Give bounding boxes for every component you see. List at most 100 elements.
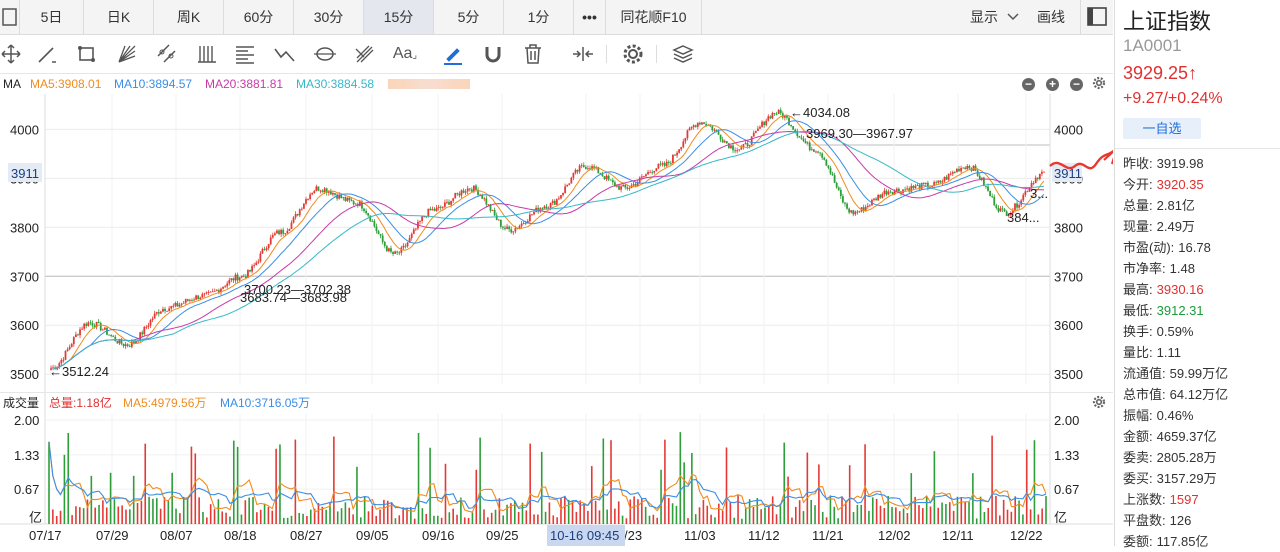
volume-bar bbox=[290, 515, 293, 524]
candle-body bbox=[914, 185, 917, 189]
candle-body bbox=[522, 223, 525, 224]
pen-icon[interactable] bbox=[440, 41, 466, 67]
candle-body bbox=[429, 208, 432, 211]
stat-row: 总量: 2.81亿 bbox=[1123, 195, 1280, 216]
fibonacci-icon[interactable] bbox=[232, 41, 258, 67]
more-tabs-button[interactable]: ••• bbox=[574, 0, 606, 34]
candle-body bbox=[866, 205, 869, 207]
volume-bar bbox=[379, 509, 381, 524]
freehand-drawing[interactable] bbox=[1049, 148, 1113, 170]
settings-icon[interactable] bbox=[620, 41, 646, 67]
candle-body bbox=[817, 151, 819, 153]
candle-body bbox=[844, 202, 846, 204]
sidebar-toggle[interactable] bbox=[0, 0, 20, 34]
volume-bar bbox=[360, 517, 362, 524]
volume-bar bbox=[406, 507, 408, 524]
candle-body bbox=[771, 113, 774, 119]
candle-body bbox=[875, 198, 877, 201]
volume-bar bbox=[960, 497, 963, 524]
volume-bar bbox=[390, 502, 393, 524]
ma-label: MA bbox=[3, 77, 21, 91]
move-icon[interactable] bbox=[0, 41, 24, 67]
candle-body bbox=[686, 130, 689, 138]
price-tick: 3700 bbox=[10, 269, 39, 284]
compress-icon[interactable] bbox=[570, 41, 596, 67]
parallel-icon[interactable] bbox=[194, 41, 220, 67]
tab-f10[interactable]: 同花顺F10 bbox=[606, 0, 702, 34]
candle-body bbox=[454, 193, 457, 199]
stat-label: 金额: bbox=[1123, 429, 1153, 444]
volume-axis-labels: 2.00 2.00 1.33 1.33 0.67 0.67 亿 亿 bbox=[14, 413, 1079, 525]
magnet-icon[interactable] bbox=[480, 41, 506, 67]
collapse-minus-icon[interactable]: − bbox=[1022, 78, 1035, 91]
tab-1min[interactable]: 1分 bbox=[504, 0, 574, 34]
panel-toggle-icon bbox=[1087, 7, 1107, 26]
candle-body bbox=[371, 221, 374, 222]
draw-line-button[interactable]: 画线 bbox=[1037, 9, 1065, 25]
candle-body bbox=[788, 117, 790, 125]
candle-body bbox=[991, 196, 994, 197]
volume-bar bbox=[933, 451, 936, 524]
zoom-in-icon[interactable]: + bbox=[1046, 78, 1059, 91]
channel-icon[interactable] bbox=[154, 41, 180, 67]
candle-body bbox=[837, 187, 840, 190]
tab-60min[interactable]: 60分 bbox=[224, 0, 294, 34]
volume-bar bbox=[698, 507, 701, 524]
candle-body bbox=[354, 203, 357, 205]
local-annotation-2: 384... bbox=[1007, 210, 1040, 225]
candle-body bbox=[927, 182, 929, 188]
gap-annotation-2: 3700.23—3702.38 bbox=[244, 282, 351, 297]
candle-body bbox=[518, 226, 521, 229]
candle-body bbox=[858, 211, 861, 213]
volume-tick: 1.33 bbox=[14, 448, 39, 463]
volume-bar bbox=[344, 502, 347, 524]
tab-daily-k[interactable]: 日K bbox=[84, 0, 154, 34]
volume-bar bbox=[94, 507, 96, 524]
pitchfork-icon[interactable] bbox=[352, 41, 378, 67]
layers-icon[interactable] bbox=[670, 41, 696, 67]
candle-body bbox=[823, 157, 826, 160]
display-menu[interactable]: 显示 bbox=[970, 0, 1020, 34]
chart-settings-icon[interactable] bbox=[1092, 76, 1106, 90]
price-tick: 3600 bbox=[10, 318, 39, 333]
panel-toggle-button[interactable] bbox=[1080, 0, 1114, 34]
kline-chart[interactable]: 4000400039003900380038003700370036003600… bbox=[0, 94, 1113, 546]
tab-weekly-k[interactable]: 周K bbox=[154, 0, 224, 34]
candle-body bbox=[133, 341, 135, 343]
candle-body bbox=[491, 209, 494, 211]
local-annotation-1: 3... bbox=[1030, 186, 1048, 201]
candle-body bbox=[242, 275, 245, 277]
candle-body bbox=[897, 188, 900, 192]
volume-bar bbox=[271, 510, 274, 524]
volume-ma-lines bbox=[48, 441, 1047, 513]
quote-panel: 上证指数 1A0001 3929.25↑ +9.27/+0.24% 一自选 昨收… bbox=[1114, 0, 1280, 549]
tab-5day[interactable]: 5日 bbox=[20, 0, 84, 34]
volume-bar bbox=[952, 510, 955, 524]
tab-5min[interactable]: 5分 bbox=[434, 0, 504, 34]
candle-body bbox=[626, 187, 629, 189]
text-icon[interactable]: Aa⌟ bbox=[392, 45, 418, 62]
rectangle-icon[interactable] bbox=[74, 41, 100, 67]
trash-icon[interactable] bbox=[520, 41, 546, 67]
volume-bar bbox=[544, 511, 547, 524]
volume-bar bbox=[644, 506, 647, 524]
wave-icon[interactable] bbox=[272, 41, 298, 67]
candle-body bbox=[379, 234, 382, 236]
fan-icon[interactable] bbox=[114, 41, 140, 67]
stat-label: 市盈(动): bbox=[1123, 240, 1175, 255]
volume-settings-icon[interactable] bbox=[1092, 395, 1106, 409]
tab-30min[interactable]: 30分 bbox=[294, 0, 364, 34]
line-icon[interactable] bbox=[34, 41, 60, 67]
candle-body bbox=[669, 162, 672, 164]
cycle-icon[interactable] bbox=[312, 41, 338, 67]
tab-15min[interactable]: 15分 bbox=[364, 0, 434, 34]
candle-body bbox=[392, 251, 394, 254]
volume-bar bbox=[925, 496, 928, 524]
candle-body bbox=[1005, 211, 1008, 216]
price-tick: 3500 bbox=[10, 367, 39, 382]
add-watchlist-button[interactable]: 一自选 bbox=[1123, 118, 1201, 139]
candle-body bbox=[510, 229, 513, 233]
candle-body bbox=[1036, 177, 1039, 179]
ma10-line bbox=[50, 120, 1045, 369]
zoom-out-icon[interactable]: − bbox=[1070, 78, 1083, 91]
